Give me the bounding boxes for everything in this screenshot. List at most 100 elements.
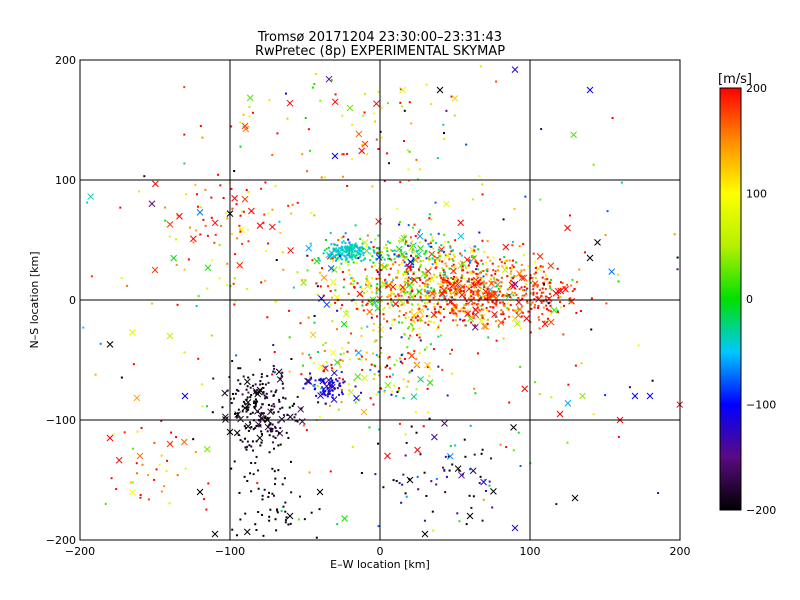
data-point (569, 301, 572, 304)
data-point (212, 377, 215, 380)
data-point (404, 277, 407, 280)
data-point (246, 479, 249, 482)
data-point (136, 430, 139, 433)
data-point (495, 339, 498, 342)
data-point (459, 291, 462, 294)
data-point (408, 325, 411, 328)
data-point-x (556, 410, 564, 418)
data-point (481, 448, 484, 451)
data-point (461, 284, 464, 287)
data-point (267, 381, 270, 384)
data-point (287, 523, 290, 526)
data-point (400, 354, 403, 357)
data-point (367, 299, 370, 302)
data-point (388, 241, 391, 244)
data-point (274, 518, 277, 521)
data-point (354, 349, 357, 352)
data-point (542, 306, 545, 309)
data-point (471, 312, 474, 315)
data-point (518, 245, 521, 248)
data-point (291, 203, 294, 206)
data-point-x (444, 252, 451, 259)
data-point (532, 291, 535, 294)
data-point (520, 263, 523, 266)
data-point (460, 290, 463, 293)
data-point (406, 291, 409, 294)
data-point (472, 271, 475, 274)
data-point (482, 281, 485, 284)
data-point (459, 252, 462, 255)
data-point (246, 416, 249, 419)
data-point (386, 240, 389, 243)
data-point (397, 254, 400, 257)
data-point (226, 262, 229, 265)
data-point (426, 283, 429, 286)
data-point (481, 295, 484, 298)
data-point (417, 256, 420, 259)
data-point (330, 363, 333, 366)
data-point (365, 280, 368, 283)
data-point (571, 278, 574, 281)
data-point (377, 391, 380, 394)
data-point (380, 300, 383, 303)
data-point (393, 253, 396, 256)
data-point (416, 334, 419, 337)
data-point (397, 293, 400, 296)
data-point (545, 274, 548, 277)
data-point (338, 377, 341, 380)
data-point (542, 270, 545, 273)
data-point-x (252, 387, 260, 395)
data-point (343, 278, 346, 281)
data-point (265, 249, 268, 252)
data-point (268, 491, 271, 494)
data-point (335, 328, 338, 331)
data-point (481, 262, 484, 265)
data-point (375, 354, 378, 357)
data-point-x (244, 422, 252, 430)
data-point-x (511, 524, 519, 532)
data-point (431, 257, 434, 260)
data-point (246, 228, 249, 231)
data-point-x (327, 265, 335, 272)
data-point (131, 481, 134, 484)
data-point (262, 392, 265, 395)
data-point (362, 309, 365, 312)
data-point (274, 391, 277, 394)
data-point (301, 352, 304, 355)
data-point (421, 281, 424, 284)
data-point (239, 228, 242, 231)
data-point (534, 284, 537, 287)
data-point (373, 251, 376, 254)
data-point (429, 242, 432, 245)
data-point (330, 367, 333, 370)
y-tick-label: 200 (55, 54, 76, 67)
data-point (268, 434, 271, 437)
data-point-x (190, 235, 197, 243)
data-point (271, 423, 274, 426)
data-point (443, 278, 446, 281)
data-point (335, 247, 338, 250)
data-point (429, 368, 432, 371)
data-point (183, 351, 186, 354)
data-point (428, 299, 431, 302)
data-point (365, 351, 368, 354)
data-point-x (340, 320, 348, 328)
data-point (434, 292, 437, 295)
data-point (411, 261, 414, 264)
data-point (435, 262, 438, 265)
data-point (398, 285, 401, 288)
data-point (185, 193, 188, 196)
data-point (336, 244, 339, 247)
data-point-x (211, 219, 219, 227)
data-point (345, 322, 348, 325)
data-point (270, 390, 273, 393)
data-point-x (346, 104, 354, 112)
data-point (340, 391, 343, 394)
data-point (477, 248, 480, 251)
data-point (433, 308, 436, 311)
data-point-x (361, 140, 369, 148)
data-point (590, 328, 593, 331)
data-point (425, 315, 428, 318)
data-point (301, 279, 304, 282)
data-point (469, 424, 472, 427)
